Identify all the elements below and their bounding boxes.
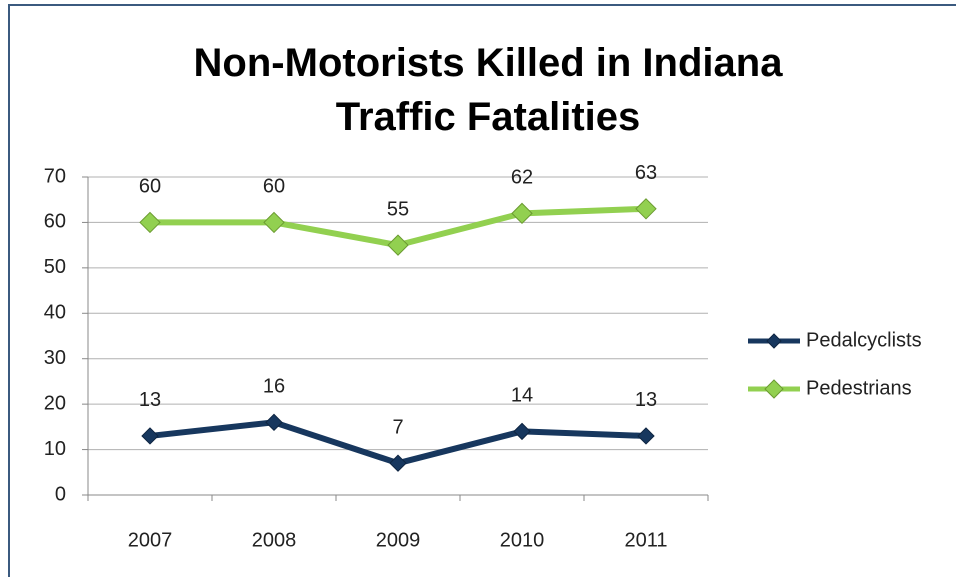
data-point [263,211,285,234]
chart-title: Non-Motorists Killed in Indiana Traffic … [193,41,783,139]
y-tick-label: 50 [44,256,66,278]
data-label: 7 [392,416,403,438]
data-label: 13 [635,389,657,411]
y-tick-label: 60 [44,211,66,233]
x-tick-label: 2008 [252,529,297,551]
data-label: 63 [635,162,657,184]
y-tick-label: 30 [44,347,66,369]
data-point [511,202,533,225]
data-point [139,211,161,234]
legend-marker [764,379,784,399]
x-tick-label: 2009 [376,529,421,551]
data-label: 60 [263,176,285,198]
data-label: 55 [387,198,409,220]
y-tick-label: 10 [44,438,66,460]
legend-label: Pedestrians [806,377,912,399]
data-label: 16 [263,376,285,398]
legend-marker [766,333,782,349]
chart-frame [8,4,956,577]
y-tick-label: 0 [55,483,66,505]
legend-label: Pedalcyclists [806,329,922,351]
data-point [513,422,531,441]
data-point [387,234,409,256]
y-tick-label: 20 [44,392,66,414]
x-tick-label: 2007 [128,529,173,551]
data-label: 14 [511,385,533,407]
y-tick-label: 40 [44,302,66,324]
data-label: 60 [139,176,161,198]
x-tick-label: 2010 [500,529,545,551]
data-point [637,427,655,445]
data-point [389,454,407,472]
data-label: 62 [511,167,533,189]
data-label: 13 [139,389,161,411]
x-tick-label: 2011 [624,529,667,551]
y-tick-label: 70 [44,165,66,187]
data-point [265,413,283,432]
data-point [141,427,159,445]
data-point [635,198,657,220]
